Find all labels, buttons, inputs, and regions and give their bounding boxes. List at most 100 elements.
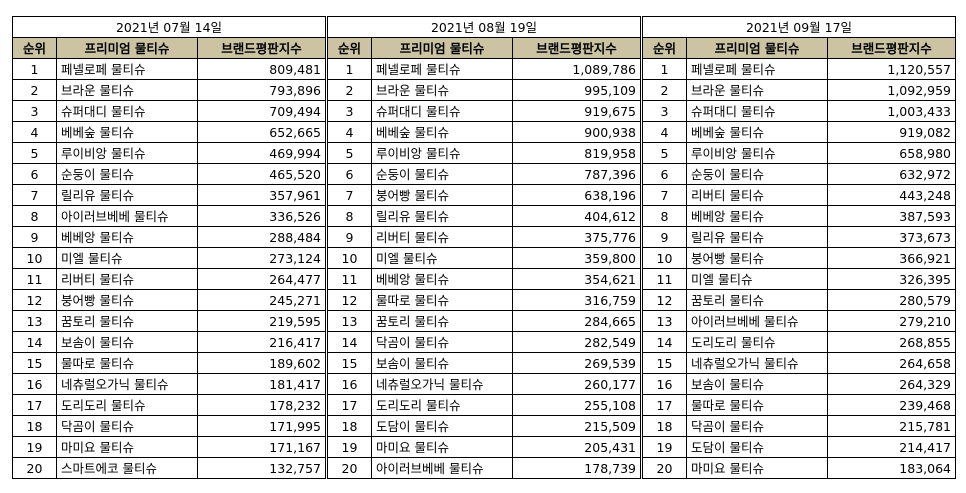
rank-cell: 4	[642, 121, 687, 143]
score-cell: 336,526	[197, 205, 326, 227]
brand-cell: 리버티 물티슈	[686, 184, 828, 206]
score-cell: 239,468	[827, 394, 956, 416]
table-row: 7 리버티 물티슈 443,248	[642, 184, 956, 206]
rank-cell: 19	[327, 436, 372, 458]
score-cell: 443,248	[827, 184, 956, 206]
table-row: 4 베베숲 물티슈 919,082	[642, 121, 956, 143]
brand-cell: 도리도리 물티슈	[371, 394, 513, 416]
brand-cell: 브라운 물티슈	[686, 79, 828, 101]
brand-cell: 보솜이 물티슈	[56, 331, 198, 353]
score-cell: 354,621	[512, 268, 641, 290]
table-row: 17 도리도리 물티슈 178,232	[12, 394, 326, 416]
rank-cell: 1	[642, 58, 687, 80]
score-cell: 284,665	[512, 310, 641, 332]
brand-cell: 꿈토리 물티슈	[56, 310, 198, 332]
table-row: 18 닥곰이 물티슈 171,995	[12, 415, 326, 437]
brand-cell: 슈퍼대디 물티슈	[686, 100, 828, 122]
rank-cell: 16	[642, 373, 687, 395]
score-cell: 171,167	[197, 436, 326, 458]
score-cell: 375,776	[512, 226, 641, 248]
rank-cell: 14	[327, 331, 372, 353]
ranking-panel-september: 2021년 09월 17일 순위 프리미엄 물티슈 브랜드평판지수 1 페넬로페 …	[642, 16, 956, 479]
rank-cell: 20	[12, 457, 57, 479]
brand-cell: 릴리유 물티슈	[371, 205, 513, 227]
table-row: 1 페넬로페 물티슈 809,481	[12, 58, 326, 80]
score-cell: 189,602	[197, 352, 326, 374]
rank-cell: 6	[327, 163, 372, 185]
rank-cell: 18	[12, 415, 57, 437]
score-cell: 919,675	[512, 100, 641, 122]
brand-cell: 루이비앙 물티슈	[686, 142, 828, 164]
table-row: 1 페넬로페 물티슈 1,120,557	[642, 58, 956, 80]
brand-cell: 아이러브베베 물티슈	[686, 310, 828, 332]
brand-cell: 도리도리 물티슈	[686, 331, 828, 353]
table-row: 10 미엘 물티슈 273,124	[12, 247, 326, 269]
brand-cell: 슈퍼대디 물티슈	[371, 100, 513, 122]
score-cell: 245,271	[197, 289, 326, 311]
table-row: 9 베베앙 물티슈 288,484	[12, 226, 326, 248]
score-cell: 264,477	[197, 268, 326, 290]
rank-cell: 2	[12, 79, 57, 101]
score-cell: 280,579	[827, 289, 956, 311]
brand-cell: 브라운 물티슈	[371, 79, 513, 101]
table-row: 3 슈퍼대디 물티슈 709,494	[12, 100, 326, 122]
score-cell: 366,921	[827, 247, 956, 269]
rank-cell: 14	[12, 331, 57, 353]
score-cell: 919,082	[827, 121, 956, 143]
score-cell: 268,855	[827, 331, 956, 353]
table-row: 13 꿈토리 물티슈 219,595	[12, 310, 326, 332]
rank-cell: 15	[327, 352, 372, 374]
panel-date: 2021년 08월 19일	[327, 16, 641, 38]
rank-cell: 17	[642, 394, 687, 416]
brand-cell: 닥곰이 물티슈	[371, 331, 513, 353]
score-cell: 219,595	[197, 310, 326, 332]
score-cell: 264,658	[827, 352, 956, 374]
score-cell: 387,593	[827, 205, 956, 227]
table-row: 2 브라운 물티슈 793,896	[12, 79, 326, 101]
brand-cell: 베베앙 물티슈	[371, 268, 513, 290]
brand-cell: 물따로 물티슈	[56, 352, 198, 374]
score-cell: 178,232	[197, 394, 326, 416]
brand-cell: 닥곰이 물티슈	[686, 415, 828, 437]
header-brand: 프리미엄 물티슈	[371, 37, 513, 59]
score-cell: 357,961	[197, 184, 326, 206]
brand-cell: 스마트에코 물티슈	[56, 457, 198, 479]
brand-cell: 순둥이 물티슈	[371, 163, 513, 185]
brand-cell: 붕어빵 물티슈	[56, 289, 198, 311]
rank-cell: 4	[327, 121, 372, 143]
rank-cell: 12	[12, 289, 57, 311]
brand-cell: 미엘 물티슈	[56, 247, 198, 269]
brand-cell: 리버티 물티슈	[56, 268, 198, 290]
score-cell: 1,092,959	[827, 79, 956, 101]
rank-cell: 20	[327, 457, 372, 479]
score-cell: 181,417	[197, 373, 326, 395]
table-row: 11 베베앙 물티슈 354,621	[327, 268, 641, 290]
table-row: 3 슈퍼대디 물티슈 919,675	[327, 100, 641, 122]
table-row: 9 리버티 물티슈 375,776	[327, 226, 641, 248]
header-brand: 프리미엄 물티슈	[56, 37, 198, 59]
rank-cell: 6	[12, 163, 57, 185]
score-cell: 638,196	[512, 184, 641, 206]
brand-cell: 페넬로페 물티슈	[56, 58, 198, 80]
score-cell: 373,673	[827, 226, 956, 248]
brand-cell: 베베앙 물티슈	[686, 205, 828, 227]
brand-cell: 슈퍼대디 물티슈	[56, 100, 198, 122]
rank-cell: 16	[12, 373, 57, 395]
table-row: 6 순둥이 물티슈 632,972	[642, 163, 956, 185]
rank-cell: 11	[327, 268, 372, 290]
rank-cell: 9	[12, 226, 57, 248]
score-cell: 787,396	[512, 163, 641, 185]
rank-cell: 18	[327, 415, 372, 437]
score-cell: 819,958	[512, 142, 641, 164]
table-row: 9 릴리유 물티슈 373,673	[642, 226, 956, 248]
rank-cell: 3	[327, 100, 372, 122]
table-row: 19 마미요 물티슈 171,167	[12, 436, 326, 458]
table-row: 13 아이러브베베 물티슈 279,210	[642, 310, 956, 332]
brand-cell: 꿈토리 물티슈	[686, 289, 828, 311]
header-rank: 순위	[12, 37, 57, 59]
brand-cell: 물따로 물티슈	[371, 289, 513, 311]
rank-cell: 13	[12, 310, 57, 332]
rank-cell: 19	[12, 436, 57, 458]
table-row: 5 루이비앙 물티슈 469,994	[12, 142, 326, 164]
table-row: 10 미엘 물티슈 359,800	[327, 247, 641, 269]
